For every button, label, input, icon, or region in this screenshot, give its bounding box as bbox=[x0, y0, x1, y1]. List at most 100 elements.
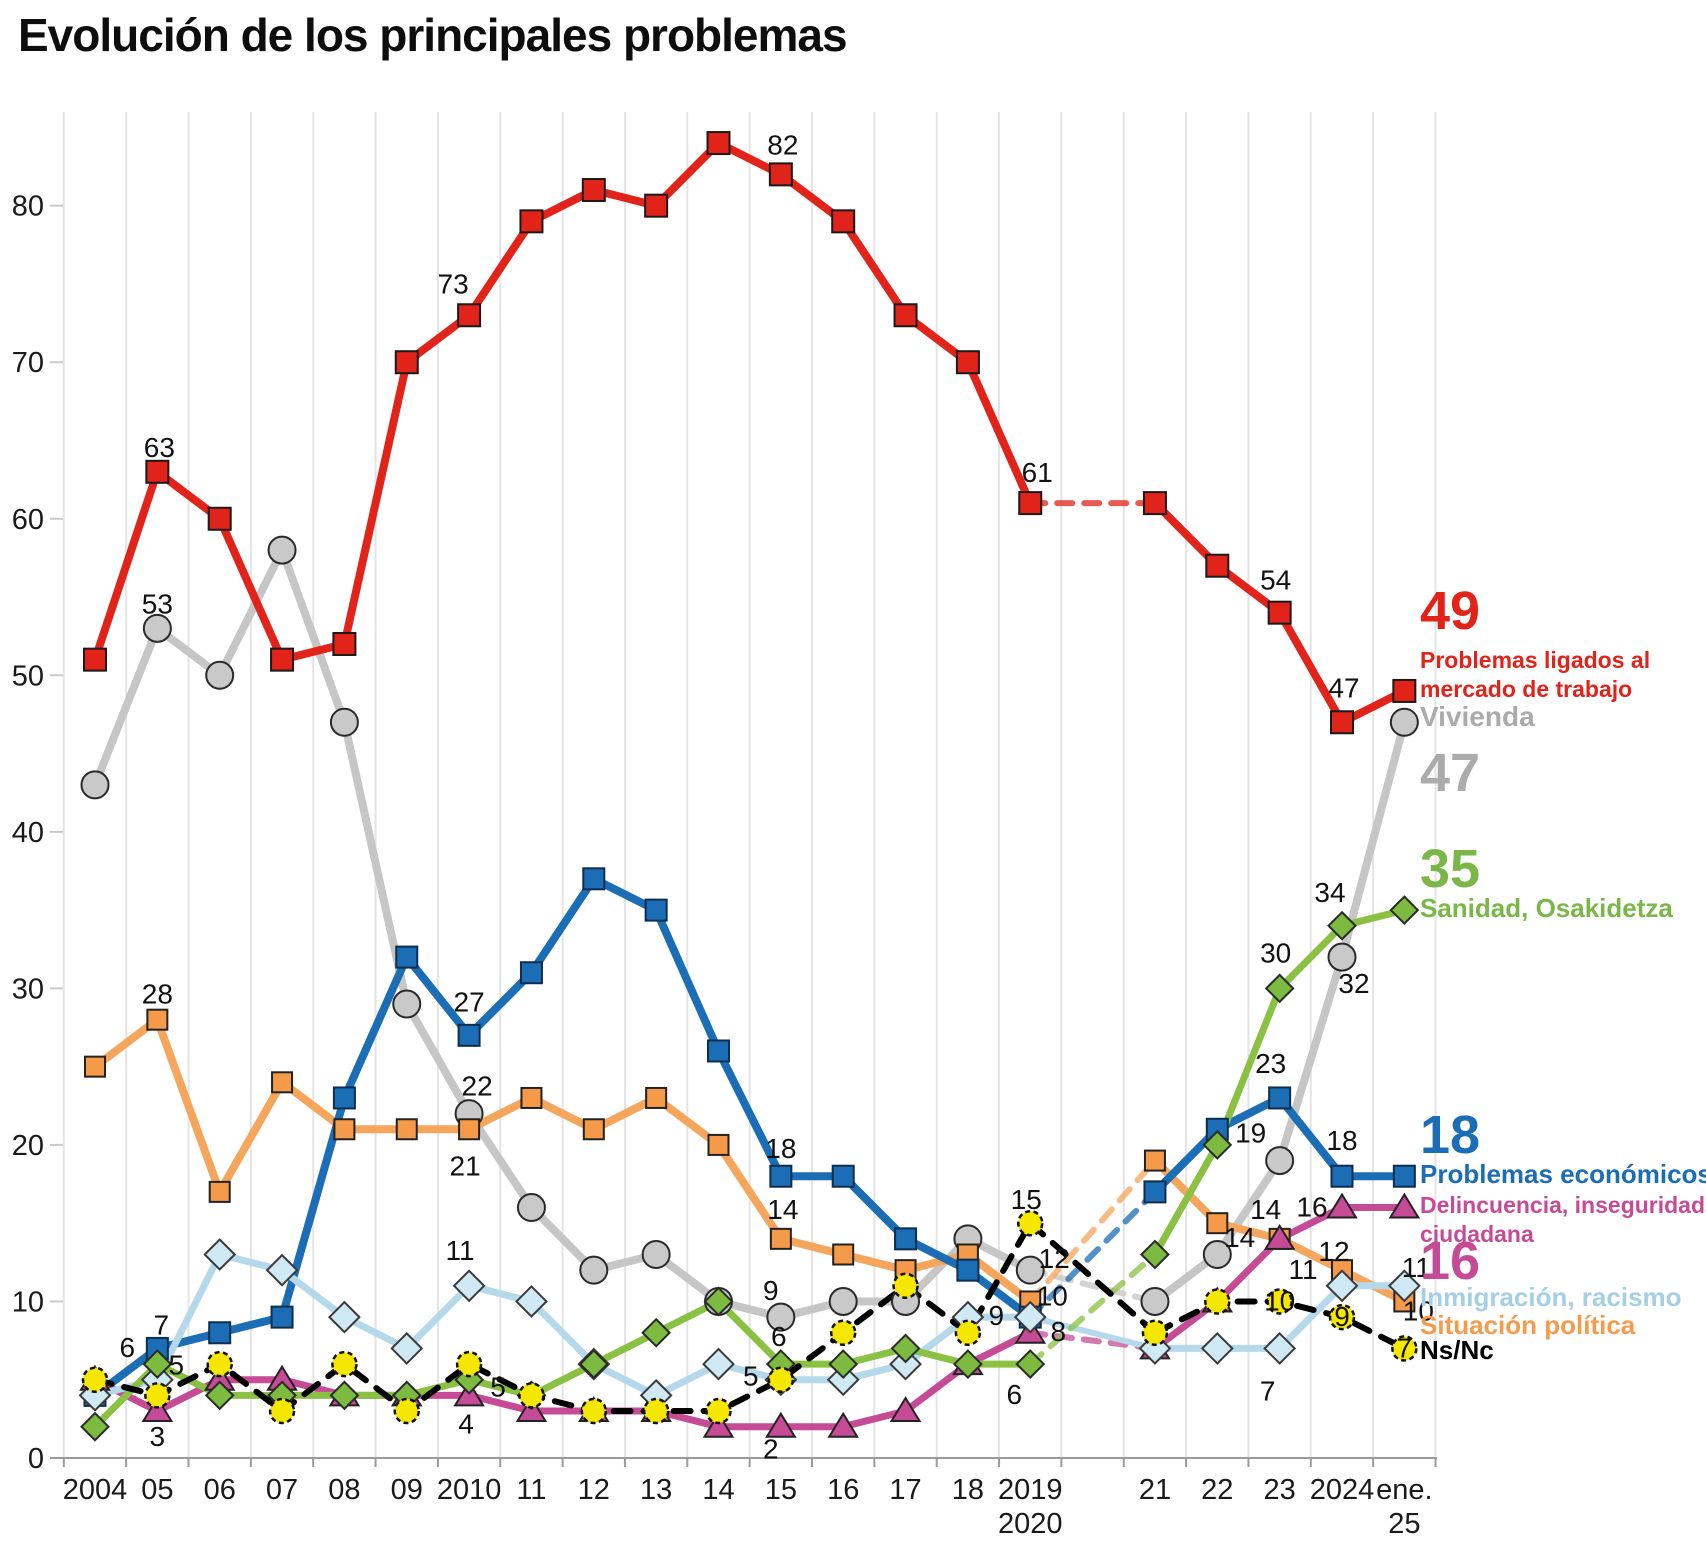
point-vivienda bbox=[1202, 1239, 1232, 1269]
point-inmigracion bbox=[452, 1269, 486, 1303]
y-tick-label: 80 bbox=[12, 191, 44, 223]
point-trabajo bbox=[831, 209, 856, 234]
legend-value-delincuencia: 16 bbox=[1420, 1231, 1481, 1291]
value-label-delincuencia: 2 bbox=[763, 1434, 779, 1465]
point-nsnc bbox=[206, 1350, 233, 1378]
point-economicos bbox=[644, 898, 668, 922]
point-inmigracion bbox=[78, 1378, 112, 1412]
x-tick-label: 23 bbox=[1264, 1474, 1296, 1506]
value-label-politica: 12 bbox=[1318, 1236, 1349, 1267]
point-vivienda bbox=[205, 660, 235, 690]
legend-label-sanidad: Sanidad, Osakidetza bbox=[1420, 893, 1673, 923]
value-label-vivienda: 19 bbox=[1235, 1118, 1266, 1149]
point-politica bbox=[520, 1086, 543, 1109]
point-nsnc bbox=[455, 1350, 483, 1378]
x-tick-label: 2004 bbox=[63, 1474, 128, 1506]
gap-segment-sanidad bbox=[1027, 1251, 1158, 1368]
line-sanidad bbox=[91, 1298, 1034, 1431]
value-label-vivienda: 9 bbox=[763, 1275, 779, 1306]
point-economicos bbox=[956, 1258, 980, 1282]
legend-label-inmigracion: Inmigración, racismo bbox=[1420, 1282, 1682, 1312]
point-vivienda bbox=[1265, 1146, 1295, 1176]
point-nsnc bbox=[580, 1397, 608, 1425]
point-delincuencia bbox=[827, 1411, 859, 1438]
legend-label-nsnc: Ns/Nc bbox=[1420, 1335, 1494, 1365]
point-sanidad bbox=[703, 1286, 734, 1317]
point-trabajo bbox=[332, 631, 357, 656]
value-label-politica: 14 bbox=[1250, 1194, 1281, 1225]
value-label-inmigracion: 5 bbox=[169, 1350, 185, 1381]
value-label-nsnc: 9 bbox=[1334, 1301, 1350, 1332]
line-politica bbox=[91, 1015, 1035, 1306]
point-inmigracion bbox=[702, 1347, 735, 1381]
legend-label-trabajo: Problemas ligados al mercado de trabajo bbox=[1420, 647, 1651, 702]
point-nsnc bbox=[829, 1319, 857, 1347]
point-politica bbox=[146, 1008, 169, 1031]
x-tick-label: 15 bbox=[765, 1474, 797, 1506]
point-vivienda bbox=[142, 613, 172, 643]
point-nsnc bbox=[1141, 1319, 1169, 1347]
point-trabajo bbox=[893, 303, 918, 328]
point-inmigracion bbox=[265, 1253, 299, 1287]
point-vivienda bbox=[1327, 942, 1357, 972]
point-delincuencia bbox=[889, 1396, 922, 1423]
x-tick-label: 11 bbox=[516, 1474, 546, 1506]
value-label-politica: 14 bbox=[767, 1194, 798, 1225]
point-economicos bbox=[519, 961, 543, 985]
point-nsnc bbox=[892, 1272, 919, 1300]
x-tick-label: 13 bbox=[640, 1474, 672, 1506]
value-label-nsnc: 10 bbox=[1264, 1285, 1295, 1316]
x-tick-label: 2010 bbox=[437, 1474, 502, 1506]
line-economicos bbox=[1151, 1094, 1409, 1196]
value-label-politica: 28 bbox=[142, 979, 173, 1010]
point-nsnc bbox=[1204, 1288, 1231, 1315]
y-tick-label: 30 bbox=[12, 973, 44, 1005]
value-label-sanidad: 5 bbox=[490, 1372, 506, 1403]
legend-value-sanidad: 35 bbox=[1420, 839, 1481, 899]
point-economicos bbox=[831, 1164, 855, 1188]
point-inmigracion bbox=[327, 1300, 361, 1334]
point-trabajo bbox=[83, 647, 107, 672]
point-trabajo bbox=[457, 303, 482, 328]
point-economicos bbox=[707, 1039, 730, 1063]
x-tick-label: 16 bbox=[827, 1474, 859, 1506]
legend-label-delincuencia: Delincuencia, inseguridad ciudadana bbox=[1420, 1192, 1706, 1247]
line-economicos bbox=[91, 874, 1035, 1400]
value-label-inmigracion: 11 bbox=[446, 1235, 475, 1266]
point-trabajo bbox=[1330, 710, 1354, 735]
point-sanidad bbox=[890, 1333, 921, 1364]
point-vivienda bbox=[641, 1239, 671, 1269]
point-vivienda bbox=[1015, 1255, 1045, 1285]
x-tick-label: 2024 bbox=[1310, 1474, 1375, 1506]
gap-segment-vivienda bbox=[1027, 1267, 1158, 1305]
value-label-trabajo: 54 bbox=[1260, 565, 1291, 596]
point-trabajo bbox=[1205, 553, 1230, 578]
point-sanidad bbox=[329, 1380, 360, 1411]
x-tick-label: 08 bbox=[328, 1474, 360, 1506]
point-trabajo bbox=[581, 178, 606, 203]
x-tick-label: 14 bbox=[702, 1474, 734, 1506]
point-trabajo bbox=[145, 459, 170, 484]
line-trabajo bbox=[91, 139, 1035, 664]
point-economicos bbox=[1330, 1164, 1354, 1188]
legend-value-trabajo: 49 bbox=[1420, 581, 1481, 641]
value-label-trabajo: 61 bbox=[1022, 457, 1053, 488]
point-economicos bbox=[270, 1305, 294, 1329]
legend-label-politica: Situación política bbox=[1420, 1310, 1636, 1340]
gap-segment-delincuencia bbox=[1027, 1329, 1158, 1352]
point-sanidad bbox=[641, 1317, 672, 1348]
point-economicos bbox=[332, 1086, 356, 1110]
gap-segment-inmigracion bbox=[1027, 1314, 1158, 1352]
point-nsnc bbox=[767, 1366, 795, 1393]
point-sanidad bbox=[80, 1411, 110, 1442]
point-trabajo bbox=[1142, 491, 1167, 516]
point-sanidad bbox=[828, 1349, 859, 1379]
point-politica bbox=[645, 1086, 668, 1109]
value-label-inmigracion: 11 bbox=[1402, 1252, 1431, 1283]
value-label-nsnc: 7 bbox=[1397, 1332, 1413, 1363]
point-sanidad bbox=[578, 1349, 609, 1379]
value-label-sanidad: 30 bbox=[1260, 937, 1291, 968]
gap-segment-nsnc bbox=[1027, 1220, 1158, 1336]
value-label-delincuencia: 14 bbox=[1224, 1222, 1255, 1253]
gap-segment-politica bbox=[1027, 1157, 1158, 1305]
